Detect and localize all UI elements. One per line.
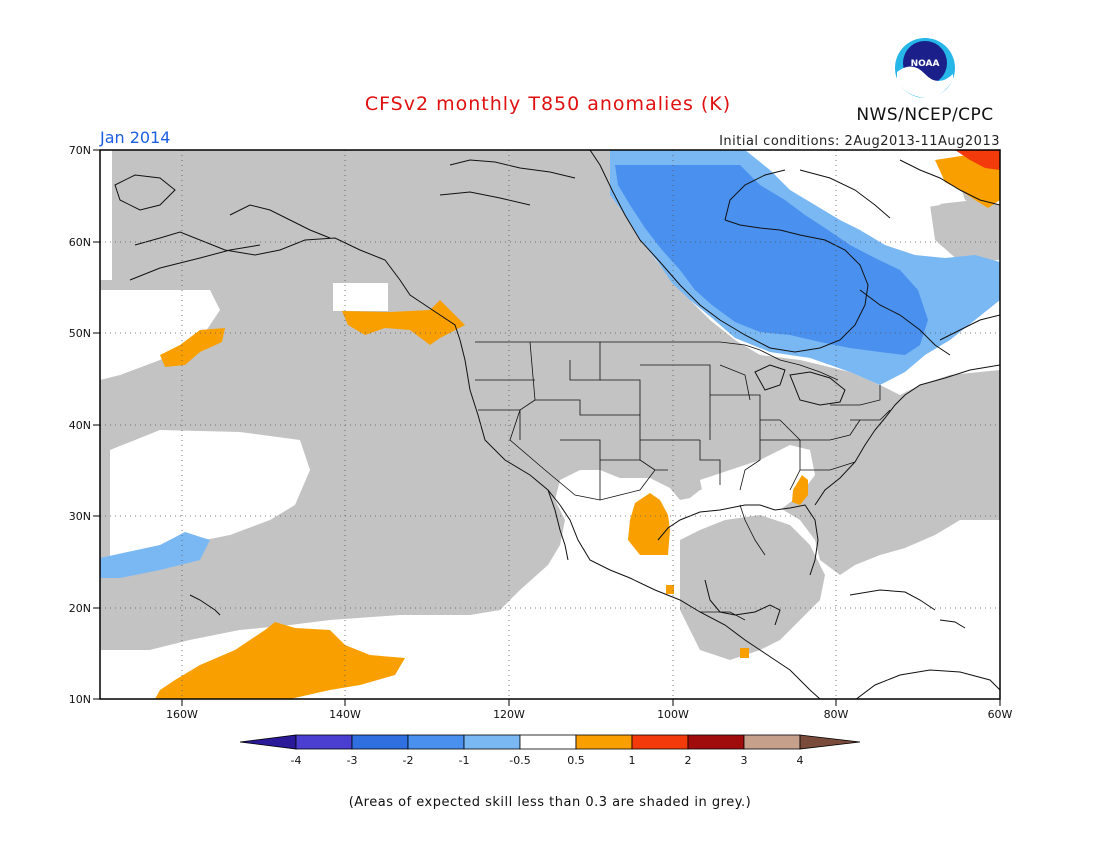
lon-label: 160W bbox=[166, 708, 198, 721]
colorbar-label: -1 bbox=[459, 754, 470, 767]
positive-anomaly-region bbox=[155, 150, 1000, 699]
colorbar: -4 -3 -2 -1 -0.5 0.5 1 2 3 4 bbox=[239, 734, 861, 767]
lon-label: 140W bbox=[329, 708, 361, 721]
colorbar-segment bbox=[295, 734, 353, 750]
colorbar-label: 2 bbox=[685, 754, 692, 767]
forecast-month: Jan 2014 bbox=[99, 128, 170, 147]
colorbar-segment bbox=[743, 734, 801, 750]
colorbar-label: 3 bbox=[741, 754, 748, 767]
colorbar-segment bbox=[575, 734, 633, 750]
lat-label: 40N bbox=[69, 419, 91, 432]
lat-label: 50N bbox=[69, 327, 91, 340]
colorbar-segment bbox=[519, 734, 577, 750]
map-panel bbox=[100, 150, 1000, 699]
colorbar-label: 1 bbox=[629, 754, 636, 767]
lat-label: 10N bbox=[69, 693, 91, 706]
colorbar-segment bbox=[799, 734, 861, 750]
lon-label: 80W bbox=[824, 708, 849, 721]
lon-label: 100W bbox=[657, 708, 689, 721]
colorbar-label: 0.5 bbox=[567, 754, 585, 767]
graticule bbox=[100, 150, 1000, 699]
lat-label: 70N bbox=[69, 144, 91, 157]
political-borders bbox=[475, 341, 891, 621]
colorbar-segment bbox=[351, 734, 409, 750]
colorbar-segment bbox=[463, 734, 521, 750]
colorbar-label: -3 bbox=[347, 754, 358, 767]
colorbar-label: 4 bbox=[797, 754, 804, 767]
colorbar-segment bbox=[631, 734, 689, 750]
latitude-labels: 70N 60N 50N 40N 30N 20N 10N bbox=[69, 144, 91, 706]
initial-conditions: Initial conditions: 2Aug2013-11Aug2013 bbox=[719, 134, 1000, 149]
colorbar-label: -4 bbox=[291, 754, 302, 767]
figure-title: CFSv2 monthly T850 anomalies (K) bbox=[365, 93, 731, 115]
negative-anomaly-region bbox=[100, 150, 1000, 578]
lat-label: 20N bbox=[69, 602, 91, 615]
colorbar-segment bbox=[407, 734, 465, 750]
colorbar-label: -2 bbox=[403, 754, 414, 767]
noaa-logo-text: NOAA bbox=[911, 59, 940, 69]
longitude-labels: 160W 140W 120W 100W 80W 60W bbox=[166, 708, 1012, 721]
noaa-logo: NOAA bbox=[895, 38, 955, 99]
lat-label: 60N bbox=[69, 236, 91, 249]
skill-footnote: (Areas of expected skill less than 0.3 a… bbox=[349, 795, 752, 810]
agency-label: NWS/NCEP/CPC bbox=[856, 105, 993, 125]
colorbar-segment bbox=[687, 734, 745, 750]
colorbar-label: -0.5 bbox=[509, 754, 530, 767]
colorbar-segment bbox=[239, 734, 297, 750]
axis-ticks bbox=[93, 149, 1001, 706]
lon-label: 120W bbox=[493, 708, 525, 721]
coastlines bbox=[114, 150, 1000, 699]
lat-label: 30N bbox=[69, 510, 91, 523]
lon-label: 60W bbox=[988, 708, 1013, 721]
